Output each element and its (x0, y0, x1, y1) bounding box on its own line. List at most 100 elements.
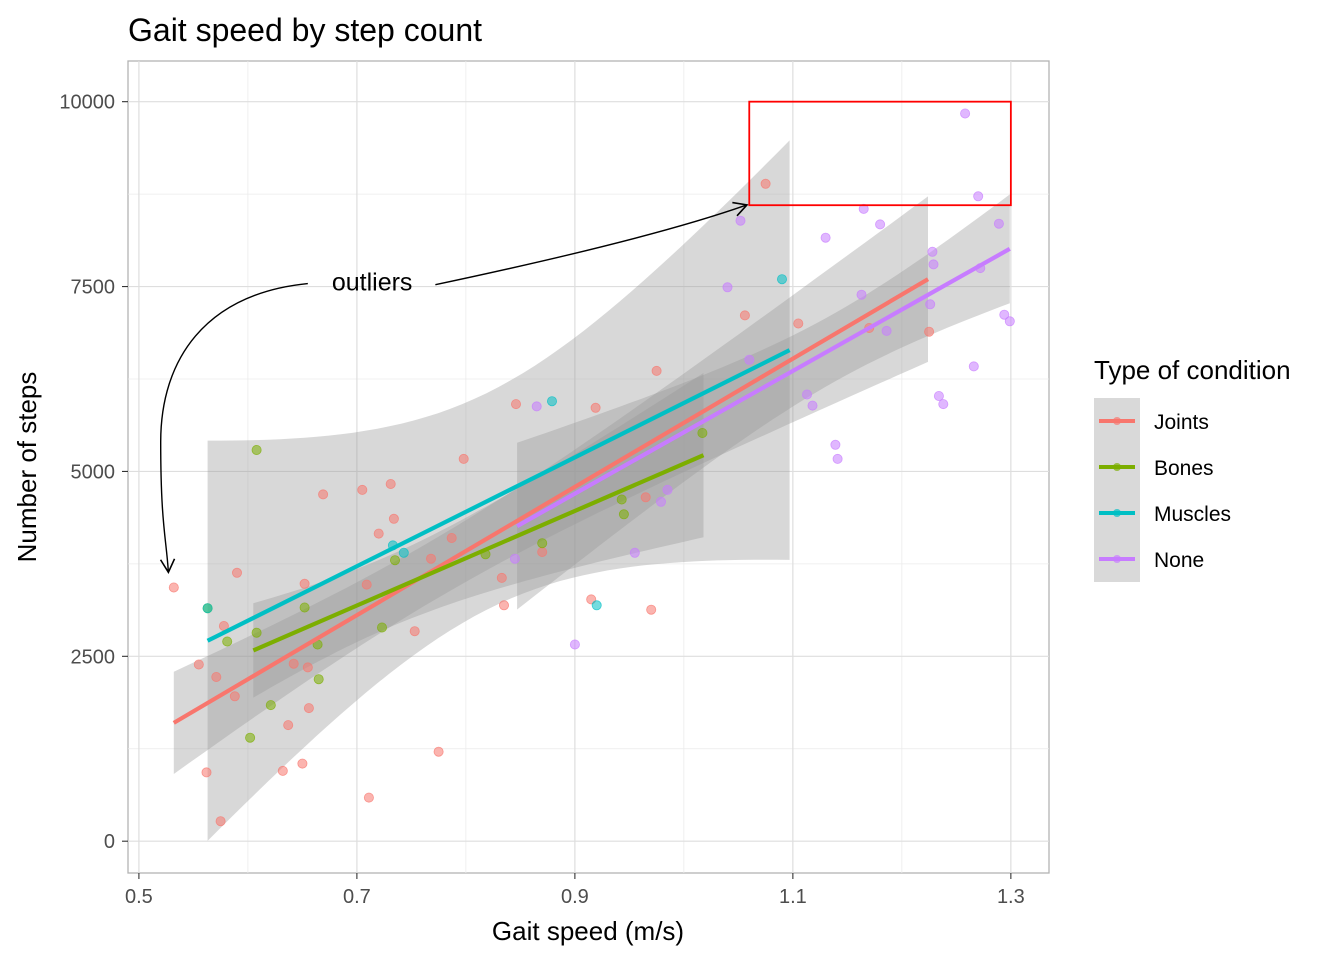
legend-dot-bones (1113, 463, 1121, 471)
data-points (168, 108, 1015, 827)
point-none (820, 232, 831, 243)
point-joints (231, 567, 242, 578)
point-none (722, 282, 733, 293)
y-tick-label: 2500 (71, 646, 116, 668)
x-tick-label: 0.5 (125, 886, 153, 908)
outliers-label: outliers (332, 268, 413, 296)
point-none (856, 289, 867, 300)
legend-dot-none (1113, 555, 1121, 563)
point-joints (409, 626, 420, 637)
point-joints (425, 553, 436, 564)
point-joints (363, 792, 374, 803)
point-joints (590, 402, 601, 413)
x-tick-label: 0.7 (343, 886, 371, 908)
point-none (744, 354, 755, 365)
point-bones (299, 602, 310, 613)
point-joints (646, 604, 657, 615)
point-bones (245, 732, 256, 743)
chart-title: Gait speed by step count (128, 12, 482, 48)
y-tick-label: 5000 (71, 461, 116, 483)
legend-label-bones: Bones (1154, 457, 1214, 480)
point-joints (288, 658, 299, 669)
point-joints (793, 318, 804, 329)
point-none (569, 639, 580, 650)
point-joints (361, 579, 372, 590)
plot-panel (127, 60, 1050, 874)
point-joints (303, 703, 314, 714)
point-none (662, 484, 673, 495)
x-tick-label: 0.9 (561, 886, 589, 908)
x-tick-label: 1.1 (779, 886, 807, 908)
fit-line-muscles (206, 348, 791, 643)
point-joints (211, 672, 222, 683)
point-bones (618, 509, 629, 520)
point-bones (616, 494, 627, 505)
point-bones (537, 538, 548, 549)
point-joints (193, 659, 204, 670)
fit-line-none (516, 247, 1011, 528)
point-none (968, 361, 979, 372)
point-joints (388, 513, 399, 524)
point-bones (251, 444, 262, 455)
point-none (531, 401, 542, 412)
point-bones (222, 636, 233, 647)
point-none (993, 218, 1004, 229)
point-joints (201, 767, 212, 778)
point-joints (446, 533, 457, 544)
point-joints (640, 492, 651, 503)
confidence-bands (173, 140, 1010, 841)
point-joints (537, 547, 548, 558)
point-joints (496, 572, 507, 583)
point-bones (313, 674, 324, 685)
point-bones (376, 622, 387, 633)
legend: Type of condition Joints Bones Muscles None (1094, 355, 1291, 582)
legend-dot-muscles (1113, 509, 1121, 517)
fit-line-bones (252, 453, 705, 653)
x-axis-title: Gait speed (m/s) (492, 916, 684, 946)
fit-lines (172, 247, 1011, 725)
y-tick-label: 7500 (71, 277, 116, 299)
legend-label-none: None (1154, 549, 1204, 572)
y-tick-label: 0 (104, 831, 115, 853)
point-joints (318, 489, 329, 500)
point-none (927, 246, 938, 257)
point-bones (389, 555, 400, 566)
y-axis-title: Number of steps (12, 372, 42, 563)
point-none (656, 496, 667, 507)
x-axis-ticks: 0.5 0.7 0.9 1.1 1.3 (125, 873, 1025, 908)
point-none (509, 553, 520, 564)
confidence-band-none (517, 194, 1010, 610)
point-none (938, 399, 949, 410)
legend-label-joints: Joints (1154, 411, 1209, 434)
outliers-arrow-right (435, 201, 749, 286)
point-joints (373, 528, 384, 539)
point-joints (498, 600, 509, 611)
point-none (830, 439, 841, 450)
point-none (960, 108, 971, 119)
outlier-box (748, 100, 1012, 207)
fit-line-joints (172, 277, 930, 725)
confidence-band-muscles (207, 140, 790, 841)
point-muscles (398, 547, 409, 558)
point-joints (215, 816, 226, 827)
x-tick-label: 1.3 (997, 886, 1025, 908)
point-joints (458, 453, 469, 464)
confidence-band-bones (253, 373, 704, 698)
point-bones (265, 700, 276, 711)
point-joints (302, 662, 313, 673)
point-none (881, 325, 892, 336)
point-joints (760, 178, 771, 189)
point-none (973, 191, 984, 202)
point-joints (433, 746, 444, 757)
y-axis-ticks: 0 2500 5000 7500 10000 (59, 92, 128, 853)
confidence-band-joints (173, 196, 929, 774)
legend-label-muscles: Muscles (1154, 503, 1231, 526)
point-joints (357, 484, 368, 495)
point-joints (297, 758, 308, 769)
point-bones (697, 427, 708, 438)
point-none (875, 219, 886, 230)
point-joints (229, 691, 240, 702)
point-joints (299, 578, 310, 589)
point-joints (924, 326, 935, 337)
